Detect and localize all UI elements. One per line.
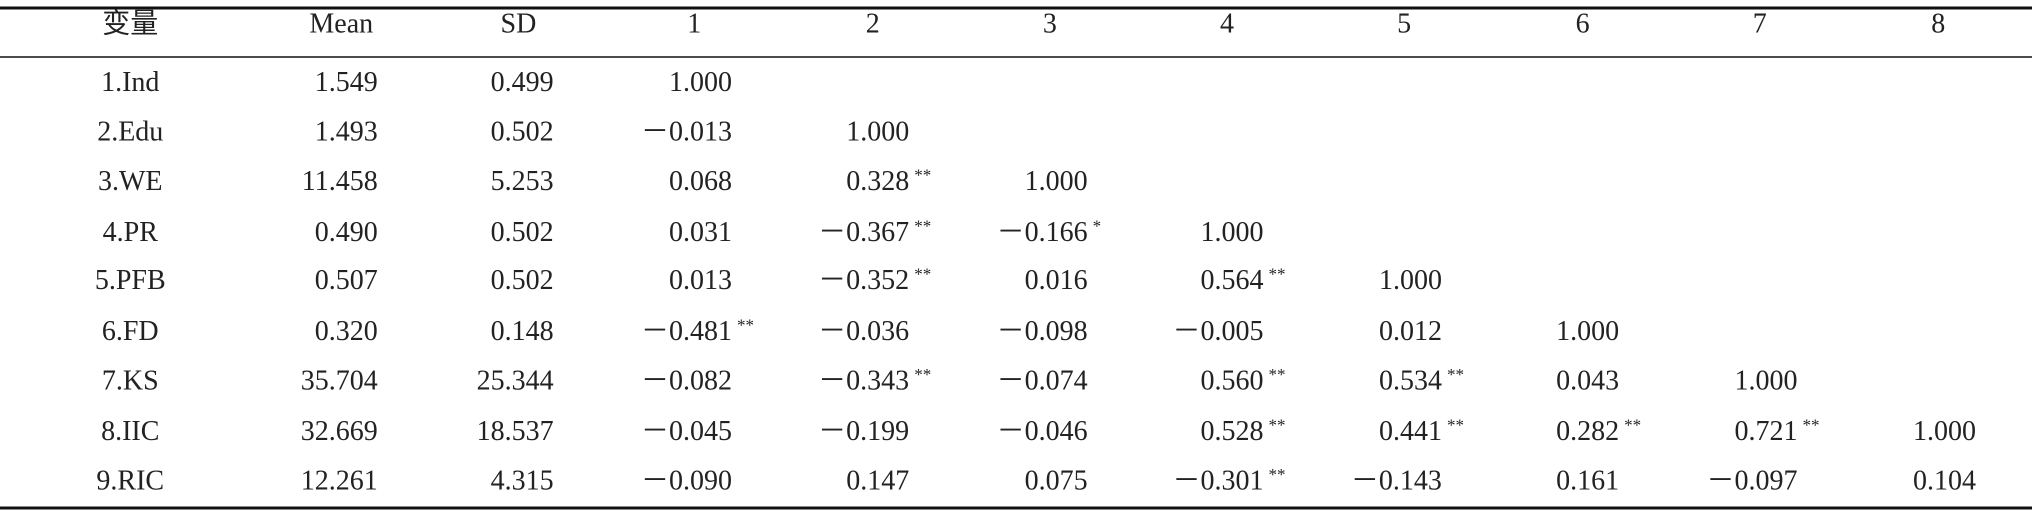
row-label: 6.FD (102, 316, 159, 347)
cell-value: 0.490 (315, 217, 378, 248)
cell-value: －0.036 (818, 316, 909, 347)
cell-value: 1.000 (1735, 365, 1798, 396)
significance-mark: ** (914, 265, 931, 284)
significance-mark: ** (737, 315, 754, 334)
cell-value: 1.000 (669, 67, 732, 98)
cell-value: 0.528 (1200, 416, 1263, 447)
significance-mark: ** (914, 216, 931, 235)
cell-value: 0.031 (669, 217, 732, 248)
cell-value: 0.502 (491, 117, 554, 148)
cell-value: 0.320 (315, 316, 378, 347)
significance-mark: ** (1268, 465, 1285, 484)
header-cell: 1 (687, 8, 701, 39)
row-label: 7.KS (102, 365, 159, 396)
cell-value: 4.315 (491, 466, 554, 497)
cell-value: 1.493 (315, 117, 378, 148)
cell-value: －0.097 (1707, 466, 1798, 497)
significance-mark: ** (914, 166, 931, 185)
row-label: 3.WE (98, 166, 163, 197)
cell-value: 1.000 (846, 117, 909, 148)
significance-mark: ** (1624, 416, 1641, 435)
cell-value: 0.721 (1735, 416, 1798, 447)
significance-mark: ** (1803, 416, 1820, 435)
row-label: 1.Ind (101, 67, 159, 98)
cell-value: 0.012 (1379, 316, 1442, 347)
cell-value: －0.045 (641, 416, 732, 447)
significance-mark: ** (1268, 265, 1285, 284)
cell-value: 0.043 (1556, 365, 1619, 396)
cell-value: 11.458 (302, 166, 378, 197)
cell-value: 0.068 (669, 166, 732, 197)
cell-value: 0.016 (1025, 265, 1088, 296)
significance-mark: ** (1447, 365, 1464, 384)
cell-value: 0.507 (315, 265, 378, 296)
cell-value: 25.344 (477, 365, 554, 396)
cell-value: 0.564 (1200, 265, 1263, 296)
row-label: 5.PFB (95, 265, 166, 296)
cell-value: 35.704 (301, 365, 378, 396)
header-cell: 7 (1753, 8, 1767, 39)
cell-value: －0.199 (818, 416, 909, 447)
cell-value: 1.549 (315, 67, 378, 98)
header-cell: 4 (1220, 8, 1234, 39)
cell-value: －0.367 (818, 217, 909, 248)
cell-value: －0.098 (997, 316, 1088, 347)
cell-value: 0.499 (491, 67, 554, 98)
cell-value: －0.082 (641, 365, 732, 396)
cell-value: 0.148 (491, 316, 554, 347)
cell-value: 0.147 (846, 466, 909, 497)
header-cell: 5 (1397, 8, 1411, 39)
significance-mark: ** (1268, 416, 1285, 435)
header-cell: 变量 (102, 7, 158, 39)
significance-mark: * (1093, 216, 1102, 235)
cell-value: 0.560 (1200, 365, 1263, 396)
cell-value: －0.046 (997, 416, 1088, 447)
cell-value: 32.669 (301, 416, 378, 447)
cell-value: －0.352 (818, 265, 909, 296)
significance-mark: ** (1268, 365, 1285, 384)
header-cell: SD (501, 8, 537, 39)
significance-mark: ** (914, 365, 931, 384)
row-label: 9.RIC (96, 466, 164, 497)
cell-value: 1.000 (1556, 316, 1619, 347)
cell-value: －0.074 (997, 365, 1088, 396)
cell-value: 0.282 (1556, 416, 1619, 447)
cell-value: －0.013 (641, 117, 732, 148)
row-label: 8.IIC (101, 416, 159, 447)
cell-value: 18.537 (477, 416, 554, 447)
cell-value: 0.013 (669, 265, 732, 296)
cell-value: 1.000 (1200, 217, 1263, 248)
cell-value: －0.343 (818, 365, 909, 396)
cell-value: －0.301 (1172, 466, 1263, 497)
significance-mark: ** (1447, 416, 1464, 435)
header-cell: 3 (1043, 8, 1057, 39)
cell-value: 5.253 (491, 166, 554, 197)
cell-value: 12.261 (301, 466, 378, 497)
header-cell: Mean (309, 8, 373, 39)
cell-value: 0.075 (1025, 466, 1088, 497)
cell-value: 0.502 (491, 265, 554, 296)
cell-value: 1.000 (1913, 416, 1976, 447)
cell-value: 0.441 (1379, 416, 1442, 447)
cell-value: 0.328 (846, 166, 909, 197)
header-cell: 6 (1576, 8, 1590, 39)
header-cell: 8 (1931, 8, 1945, 39)
cell-value: 0.502 (491, 217, 554, 248)
cell-value: －0.090 (641, 466, 732, 497)
header-cell: 2 (866, 8, 880, 39)
row-label: 4.PR (103, 217, 159, 248)
cell-value: －0.481 (641, 316, 732, 347)
cell-value: 1.000 (1025, 166, 1088, 197)
cell-value: －0.143 (1351, 466, 1442, 497)
cell-value: 0.104 (1913, 466, 1976, 497)
cell-value: 1.000 (1379, 265, 1442, 296)
cell-value: 0.534 (1379, 365, 1442, 396)
cell-value: －0.166 (997, 217, 1088, 248)
cell-value: 0.161 (1556, 466, 1619, 497)
cell-value: －0.005 (1172, 316, 1263, 347)
row-label: 2.Edu (97, 117, 163, 148)
